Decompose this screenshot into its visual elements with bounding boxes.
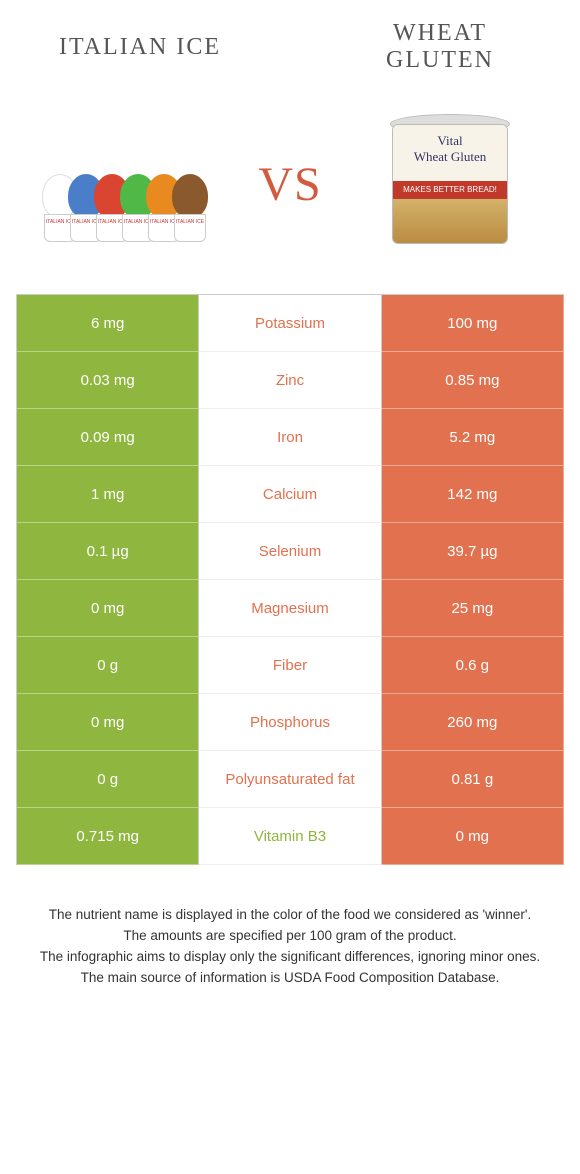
left-value: 0 mg — [17, 580, 199, 637]
table-row: 0.03 mgZinc0.85 mg — [17, 352, 564, 409]
table-row: 0.1 µgSelenium39.7 µg — [17, 523, 564, 580]
vs-label: VS — [258, 157, 321, 212]
nutrient-label: Potassium — [199, 295, 381, 352]
left-value: 0 g — [17, 751, 199, 808]
left-value: 0 mg — [17, 694, 199, 751]
table-row: 0.715 mgVitamin B30 mg — [17, 808, 564, 865]
nutrient-label: Polyunsaturated fat — [199, 751, 381, 808]
table-row: 0.09 mgIron5.2 mg — [17, 409, 564, 466]
wheat-gluten-image: Vital Wheat Gluten MAKES BETTER BREAD! — [360, 114, 540, 254]
nutrient-label: Calcium — [199, 466, 381, 523]
can-line1: Vital — [393, 133, 507, 149]
left-value: 0.1 µg — [17, 523, 199, 580]
table-row: 0 mgPhosphorus260 mg — [17, 694, 564, 751]
footnote-line: The main source of information is USDA F… — [30, 968, 550, 989]
right-value: 39.7 µg — [382, 523, 564, 580]
table-row: 6 mgPotassium100 mg — [17, 295, 564, 352]
right-value: 142 mg — [382, 466, 564, 523]
table-row: 0 gFiber0.6 g — [17, 637, 564, 694]
nutrient-label: Selenium — [199, 523, 381, 580]
left-value: 6 mg — [17, 295, 199, 352]
italian-ice-image: ITALIAN ICEITALIAN ICEITALIAN ICEITALIAN… — [40, 114, 220, 254]
nutrient-label: Iron — [199, 409, 381, 466]
right-value: 0.85 mg — [382, 352, 564, 409]
header: Italian ice Wheat gluten — [0, 0, 580, 84]
title-right: Wheat gluten — [340, 20, 540, 74]
table-row: 0 mgMagnesium25 mg — [17, 580, 564, 637]
footnote-line: The nutrient name is displayed in the co… — [30, 905, 550, 926]
nutrient-label: Phosphorus — [199, 694, 381, 751]
right-value: 0 mg — [382, 808, 564, 865]
right-value: 5.2 mg — [382, 409, 564, 466]
can-line2: Wheat Gluten — [393, 149, 507, 165]
right-value: 0.6 g — [382, 637, 564, 694]
nutrient-label: Magnesium — [199, 580, 381, 637]
can-banner: MAKES BETTER BREAD! — [393, 181, 507, 199]
footnote-line: The amounts are specified per 100 gram o… — [30, 926, 550, 947]
nutrient-label: Vitamin B3 — [199, 808, 381, 865]
left-value: 0.715 mg — [17, 808, 199, 865]
ice-cup: ITALIAN ICE — [170, 174, 210, 244]
nutrient-label: Fiber — [199, 637, 381, 694]
right-value: 0.81 g — [382, 751, 564, 808]
right-value: 100 mg — [382, 295, 564, 352]
title-left: Italian ice — [40, 34, 240, 61]
left-value: 1 mg — [17, 466, 199, 523]
table-row: 0 gPolyunsaturated fat0.81 g — [17, 751, 564, 808]
right-value: 25 mg — [382, 580, 564, 637]
footnote-line: The infographic aims to display only the… — [30, 947, 550, 968]
right-value: 260 mg — [382, 694, 564, 751]
nutrient-label: Zinc — [199, 352, 381, 409]
comparison-table: 6 mgPotassium100 mg0.03 mgZinc0.85 mg0.0… — [16, 294, 564, 865]
product-row: ITALIAN ICEITALIAN ICEITALIAN ICEITALIAN… — [0, 84, 580, 294]
table-row: 1 mgCalcium142 mg — [17, 466, 564, 523]
left-value: 0.09 mg — [17, 409, 199, 466]
left-value: 0.03 mg — [17, 352, 199, 409]
footnotes: The nutrient name is displayed in the co… — [30, 905, 550, 989]
left-value: 0 g — [17, 637, 199, 694]
